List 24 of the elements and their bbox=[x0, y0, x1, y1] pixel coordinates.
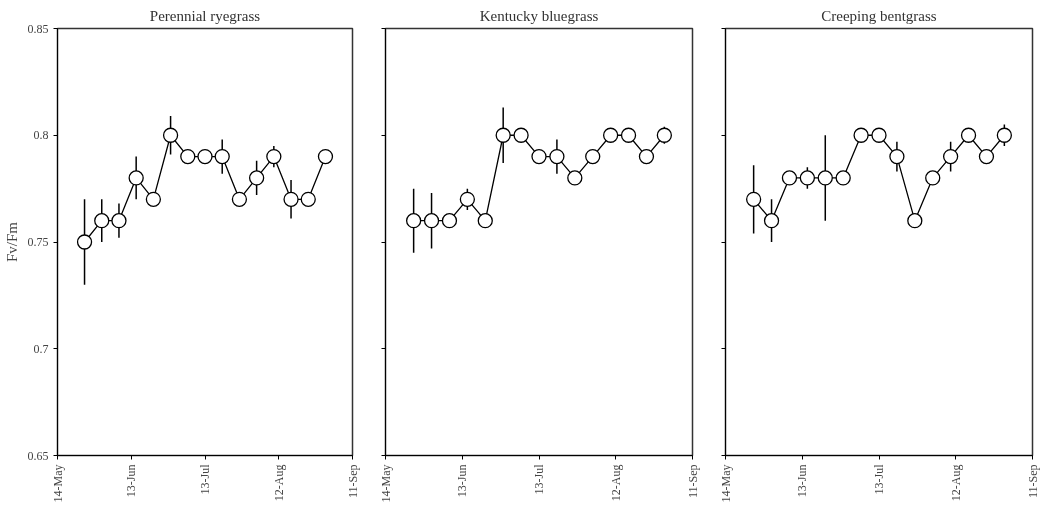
y-tick-label: 0.75 bbox=[27, 235, 49, 249]
x-tick-label: 11-Sep bbox=[345, 464, 360, 499]
x-tick-label: 14-May bbox=[718, 464, 733, 503]
x-tick-label: 13-Jun bbox=[124, 464, 139, 498]
x-tick-label: 13-Jun bbox=[795, 464, 810, 498]
y-tick-label: 0.7 bbox=[33, 341, 49, 356]
x-tick-label: 13-Jul bbox=[532, 463, 546, 495]
x-tick-label: 12-Aug bbox=[271, 464, 286, 502]
chart-title: Kentucky bluegrass bbox=[479, 7, 599, 24]
x-tick-label: 12-Aug bbox=[948, 464, 963, 502]
x-tick-label: 14-May bbox=[378, 464, 393, 503]
y-axis-title: Fv/Fm bbox=[3, 221, 20, 263]
y-tick-label: 0.85 bbox=[27, 21, 49, 36]
chart-title: Perennial ryegrass bbox=[149, 7, 261, 24]
chart-title: Creeping bentgrass bbox=[821, 7, 937, 24]
x-tick-label: 11-Sep bbox=[685, 464, 700, 499]
y-tick-label: 0.65 bbox=[27, 448, 49, 463]
x-tick-label: 13-Jun bbox=[455, 464, 470, 498]
x-tick-label: 13-Jul bbox=[872, 463, 886, 495]
y-tick-label: 0.8 bbox=[33, 128, 49, 143]
x-tick-label: 13-Jul bbox=[198, 463, 212, 495]
x-tick-label: 11-Sep bbox=[1025, 464, 1040, 499]
x-tick-label: 12-Aug bbox=[608, 464, 623, 502]
x-tick-label: 14-May bbox=[50, 464, 65, 503]
